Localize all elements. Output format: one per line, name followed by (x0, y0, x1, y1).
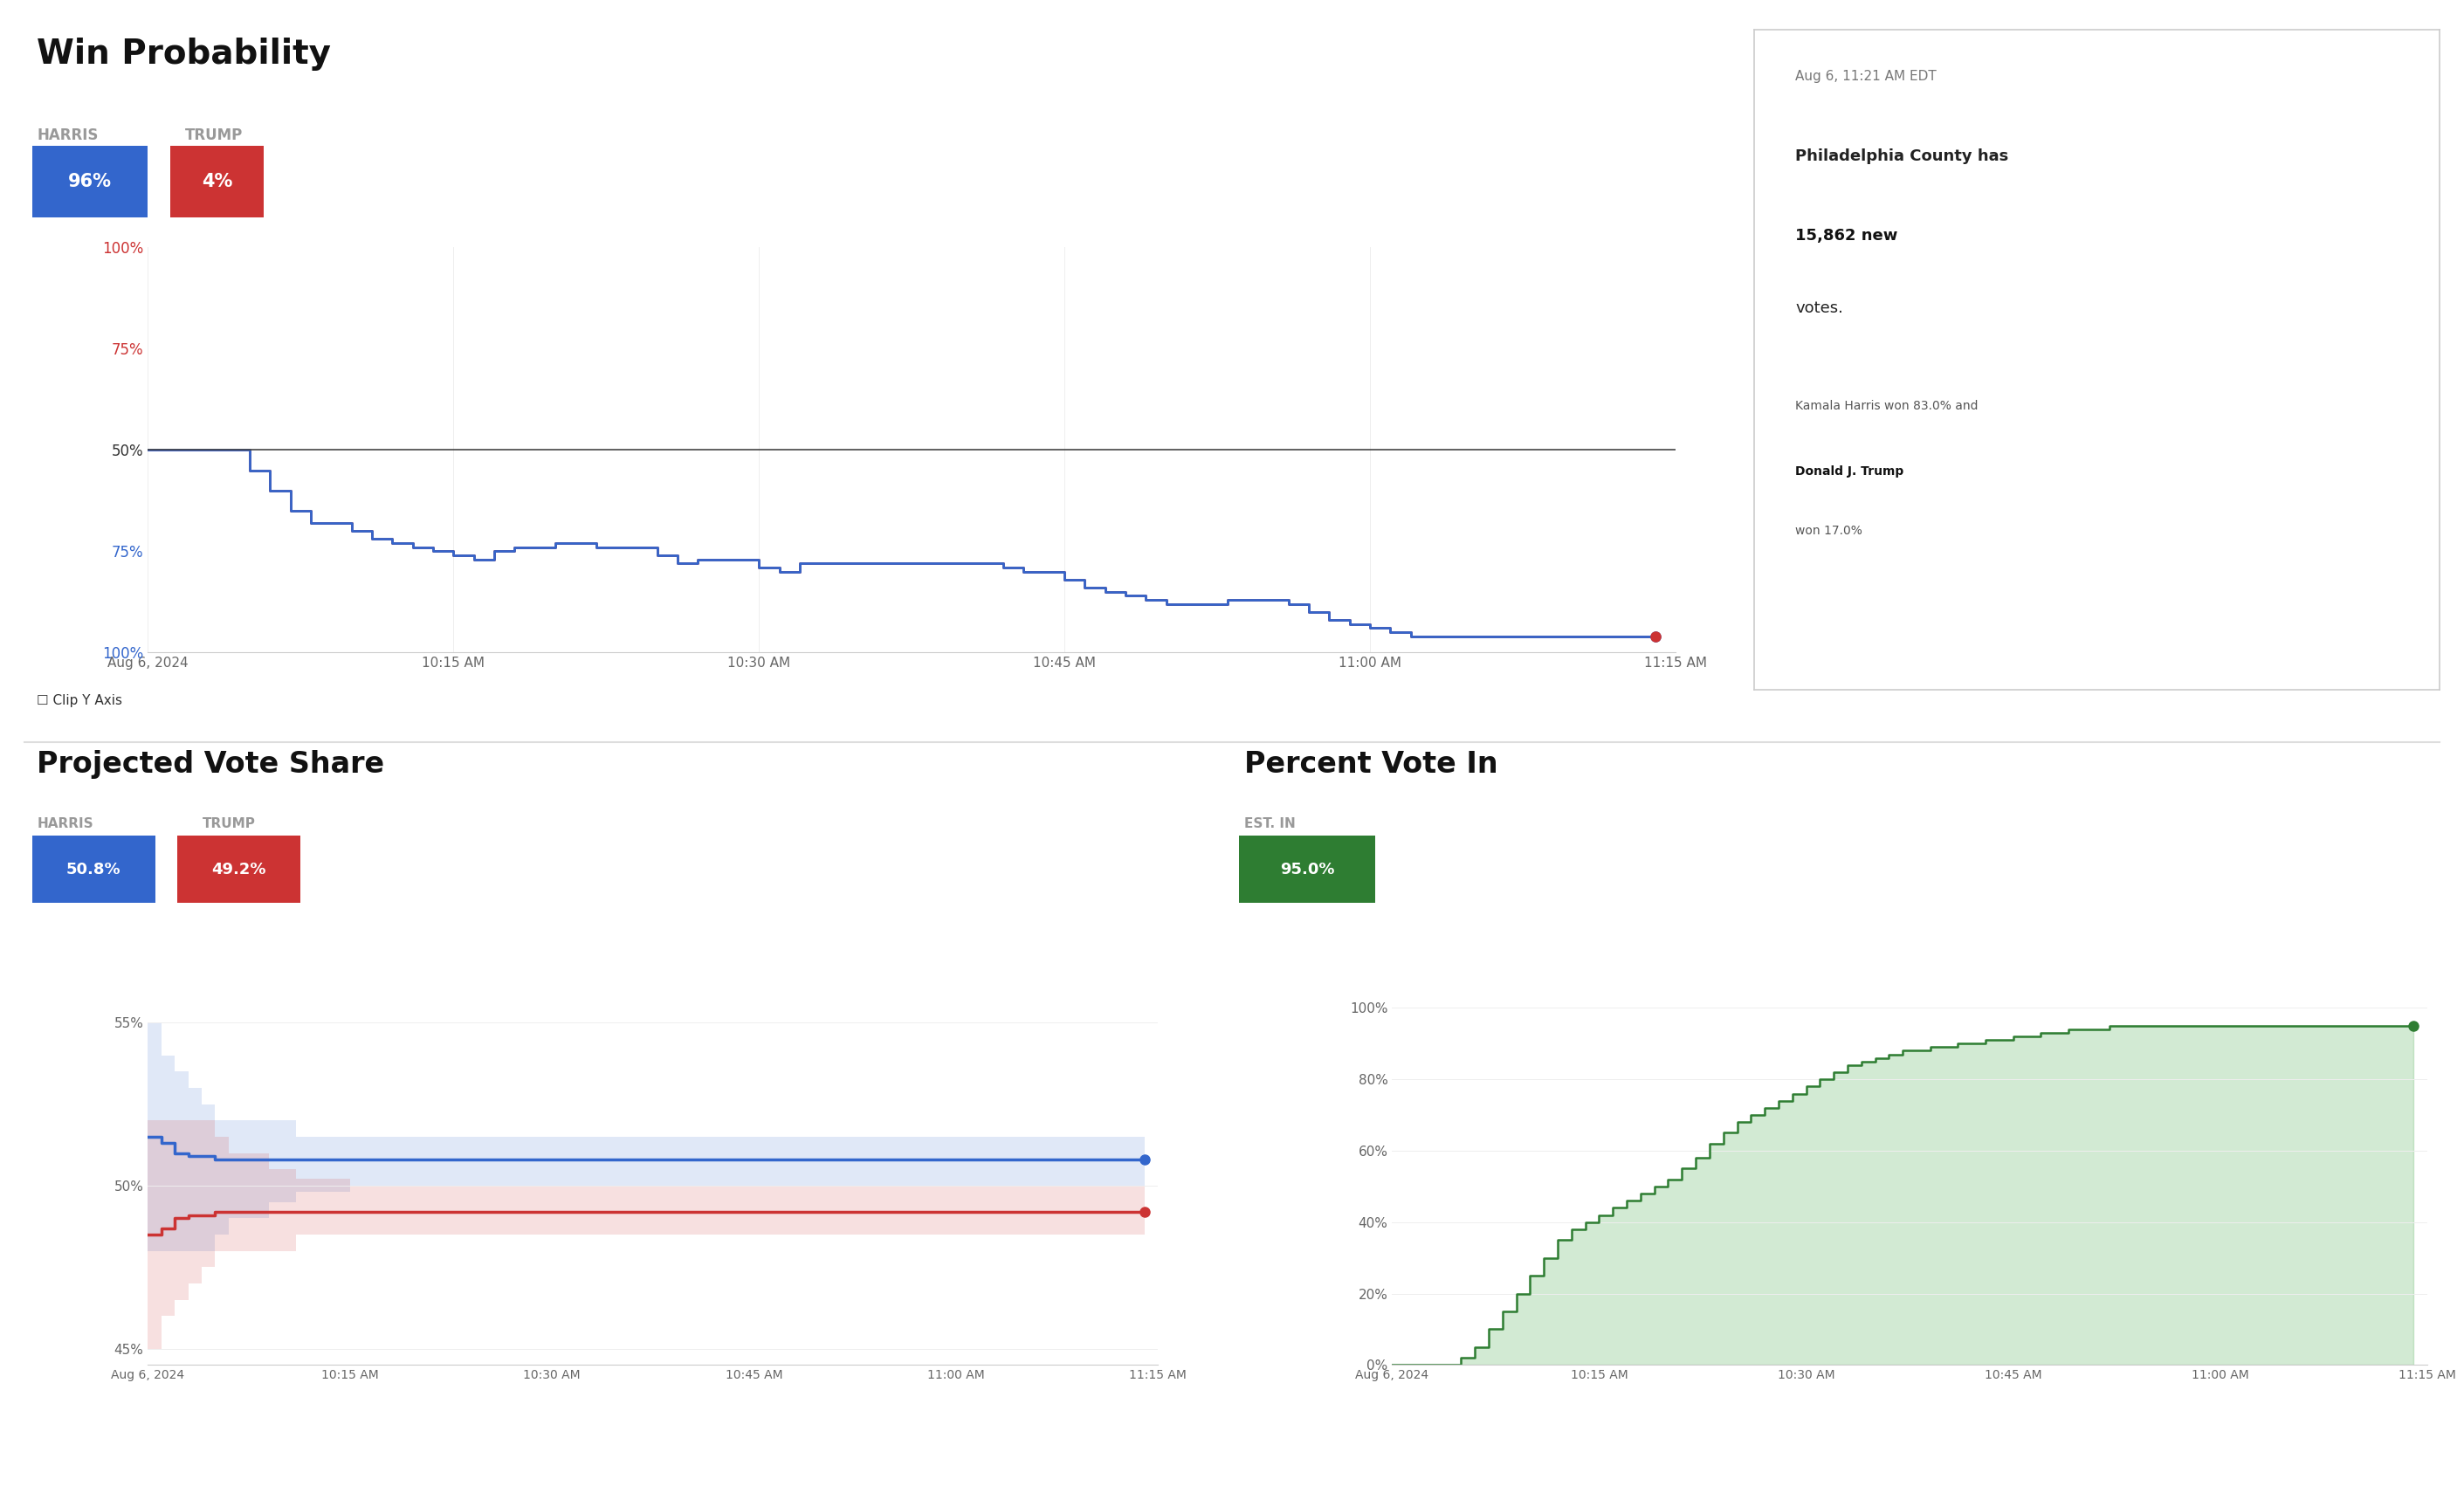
Text: 49.2%: 49.2% (212, 861, 266, 878)
Text: TRUMP: TRUMP (202, 818, 256, 831)
Text: won 17.0%: won 17.0% (1796, 525, 1863, 537)
Text: HARRIS: HARRIS (37, 128, 99, 142)
Text: 4%: 4% (202, 173, 232, 190)
Text: votes.: votes. (1796, 300, 1843, 316)
Text: Projected Vote Share: Projected Vote Share (37, 750, 384, 779)
Text: EST. IN: EST. IN (1244, 818, 1296, 831)
Text: 15,862 new: 15,862 new (1796, 228, 1897, 243)
Text: Percent Vote In: Percent Vote In (1244, 750, 1498, 779)
Text: TRUMP: TRUMP (185, 128, 241, 142)
Text: Aug 6, 11:21 AM EDT: Aug 6, 11:21 AM EDT (1796, 69, 1937, 82)
Text: Donald J. Trump: Donald J. Trump (1796, 465, 1905, 479)
Text: Kamala Harris won 83.0% and: Kamala Harris won 83.0% and (1796, 399, 1981, 412)
Text: 96%: 96% (69, 173, 111, 190)
Text: Philadelphia County has: Philadelphia County has (1796, 149, 2013, 165)
Text: 50.8%: 50.8% (67, 861, 121, 878)
Text: ☐ Clip Y Axis: ☐ Clip Y Axis (37, 695, 123, 708)
Text: Win Probability: Win Probability (37, 38, 330, 71)
Text: 95.0%: 95.0% (1279, 861, 1335, 878)
Text: HARRIS: HARRIS (37, 818, 94, 831)
